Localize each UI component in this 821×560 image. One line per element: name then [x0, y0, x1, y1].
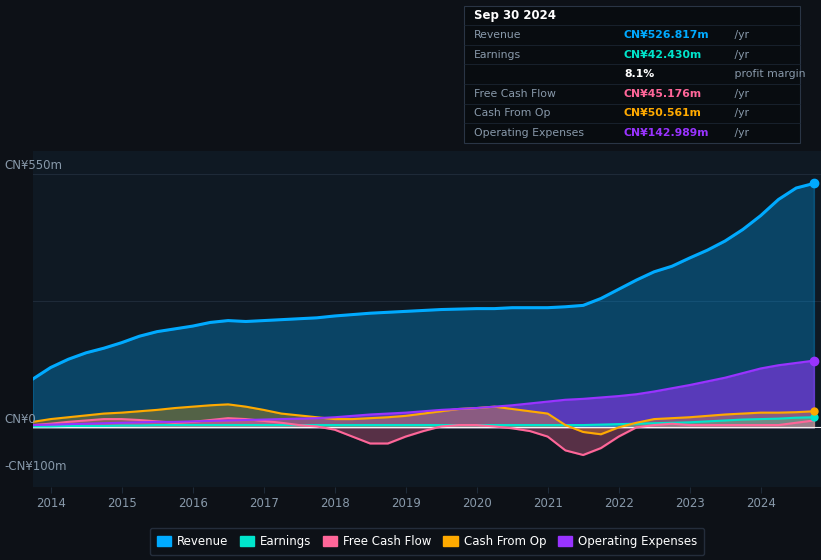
Legend: Revenue, Earnings, Free Cash Flow, Cash From Op, Operating Expenses: Revenue, Earnings, Free Cash Flow, Cash …: [149, 528, 704, 555]
Text: CN¥0: CN¥0: [4, 413, 36, 426]
Text: /yr: /yr: [731, 50, 749, 59]
Text: Earnings: Earnings: [474, 50, 521, 59]
Text: -CN¥100m: -CN¥100m: [4, 460, 67, 473]
Text: Revenue: Revenue: [474, 30, 521, 40]
Text: Operating Expenses: Operating Expenses: [474, 128, 584, 138]
Text: /yr: /yr: [731, 109, 749, 118]
Text: profit margin: profit margin: [731, 69, 805, 79]
Text: Sep 30 2024: Sep 30 2024: [474, 9, 556, 22]
Text: CN¥42.430m: CN¥42.430m: [624, 50, 702, 59]
Text: CN¥45.176m: CN¥45.176m: [624, 89, 702, 99]
Text: 8.1%: 8.1%: [624, 69, 654, 79]
Text: /yr: /yr: [731, 128, 749, 138]
Text: Cash From Op: Cash From Op: [474, 109, 550, 118]
Text: /yr: /yr: [731, 89, 749, 99]
Text: CN¥526.817m: CN¥526.817m: [624, 30, 709, 40]
Text: CN¥550m: CN¥550m: [4, 159, 62, 172]
Text: CN¥142.989m: CN¥142.989m: [624, 128, 709, 138]
Text: CN¥50.561m: CN¥50.561m: [624, 109, 702, 118]
Text: Free Cash Flow: Free Cash Flow: [474, 89, 556, 99]
Text: /yr: /yr: [731, 30, 749, 40]
